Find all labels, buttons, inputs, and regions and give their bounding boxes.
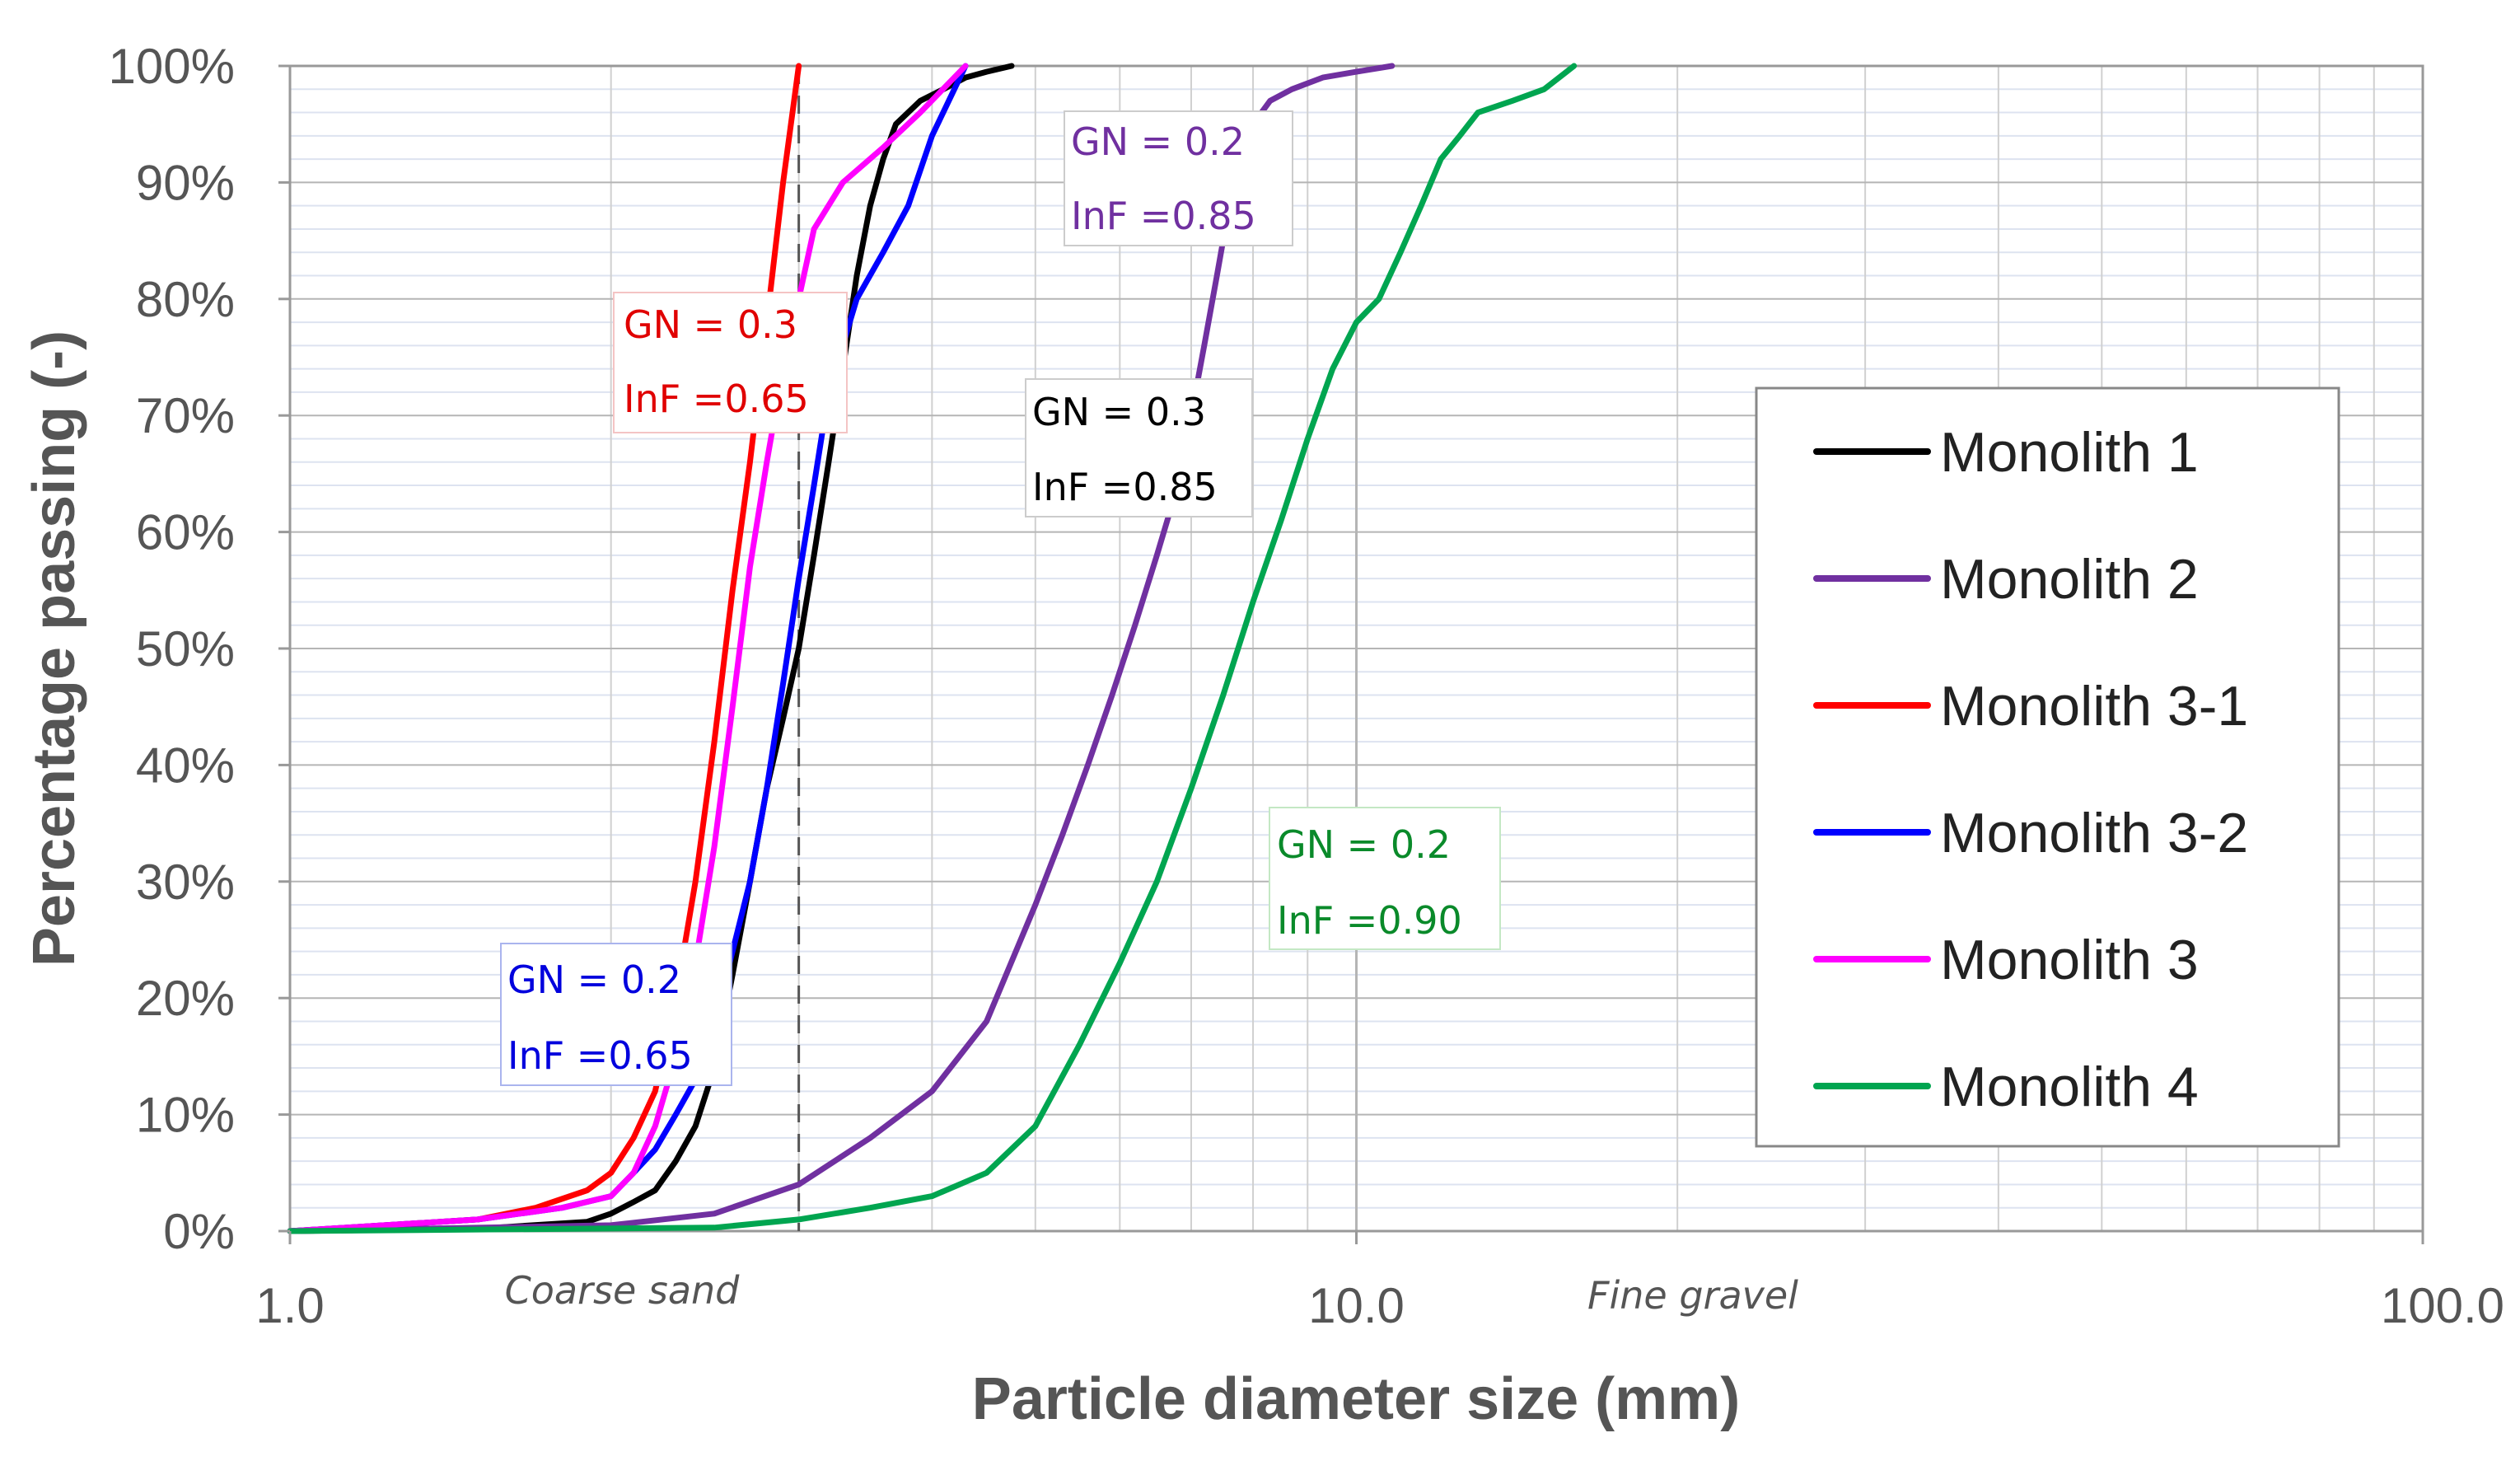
series-line-monolith-1 [287, 63, 1015, 1234]
y-axis-ticks: 0% 10% 20% 30% 40% 50% 60% 70% 80% 90% 100% [109, 39, 290, 1259]
annotation-monolith-4: GN = 0.2 InF =0.90 [1269, 807, 1501, 950]
y-tick-label: 0% [163, 1204, 235, 1259]
y-tick-label: 20% [136, 971, 235, 1026]
x-axis-title: Particle diameter size (mm) [972, 1366, 1740, 1432]
y-tick-label: 40% [136, 738, 235, 793]
annotation-gn-text: GN = 0.3 [624, 302, 797, 347]
y-tick-label: 80% [136, 272, 235, 327]
y-tick-label: 70% [136, 388, 235, 443]
annotation-monolith-2: GN = 0.2 InF =0.85 [1064, 110, 1293, 246]
legend-box [1755, 386, 2340, 1148]
legend-label: Monolith 3-1 [1940, 675, 2248, 738]
annotation-gn-text: GN = 0.2 [1277, 822, 1451, 867]
y-axis-title: Percentage passing (-) [21, 330, 87, 967]
annotation-inf-text: InF =0.85 [1071, 194, 1256, 238]
region-label-fine-gravel: Fine gravel [1587, 1273, 1798, 1318]
legend-label: Monolith 1 [1940, 421, 2199, 484]
annotation-gn-text: GN = 0.3 [1032, 390, 1206, 434]
x-tick-label: 1.0 [255, 1278, 324, 1333]
series-line-monolith-4 [287, 63, 1578, 1234]
series-line-monolith-2 [287, 63, 1396, 1234]
annotation-monolith-1: GN = 0.3 InF =0.85 [1025, 378, 1253, 517]
y-tick-label: 10% [136, 1088, 235, 1143]
annotation-gn-text: GN = 0.2 [507, 958, 681, 1002]
x-axis-ticks: 1.0 10.0 100.0 [255, 1231, 2504, 1333]
annotation-inf-text: InF =0.65 [507, 1033, 693, 1078]
x-tick-label: 10.0 [1308, 1278, 1405, 1333]
legend-label: Monolith 3 [1940, 929, 2199, 991]
y-tick-label: 50% [136, 621, 235, 677]
x-tick-label: 100.0 [2381, 1278, 2504, 1333]
annotation-inf-text: InF =0.90 [1277, 898, 1462, 943]
y-tick-label: 60% [136, 505, 235, 560]
annotation-gn-text: GN = 0.2 [1071, 119, 1245, 164]
y-tick-label: 100% [109, 39, 235, 94]
series-line-monolith-3 [287, 63, 969, 1234]
y-tick-label: 90% [136, 155, 235, 210]
legend: Monolith 1 Monolith 2 Monolith 3-1 Monolith… [1813, 421, 2248, 1118]
annotation-monolith-3-1: GN = 0.3 InF =0.65 [613, 292, 848, 433]
annotation-monolith-3-2: GN = 0.2 InF =0.65 [500, 943, 732, 1086]
region-label-coarse-sand: Coarse sand [505, 1268, 741, 1313]
legend-label: Monolith 3-2 [1940, 802, 2248, 864]
annotation-inf-text: InF =0.65 [624, 377, 809, 421]
y-tick-label: 30% [136, 855, 235, 910]
annotation-inf-text: InF =0.85 [1032, 465, 1218, 509]
legend-label: Monolith 2 [1940, 548, 2199, 611]
legend-label: Monolith 4 [1940, 1056, 2199, 1118]
